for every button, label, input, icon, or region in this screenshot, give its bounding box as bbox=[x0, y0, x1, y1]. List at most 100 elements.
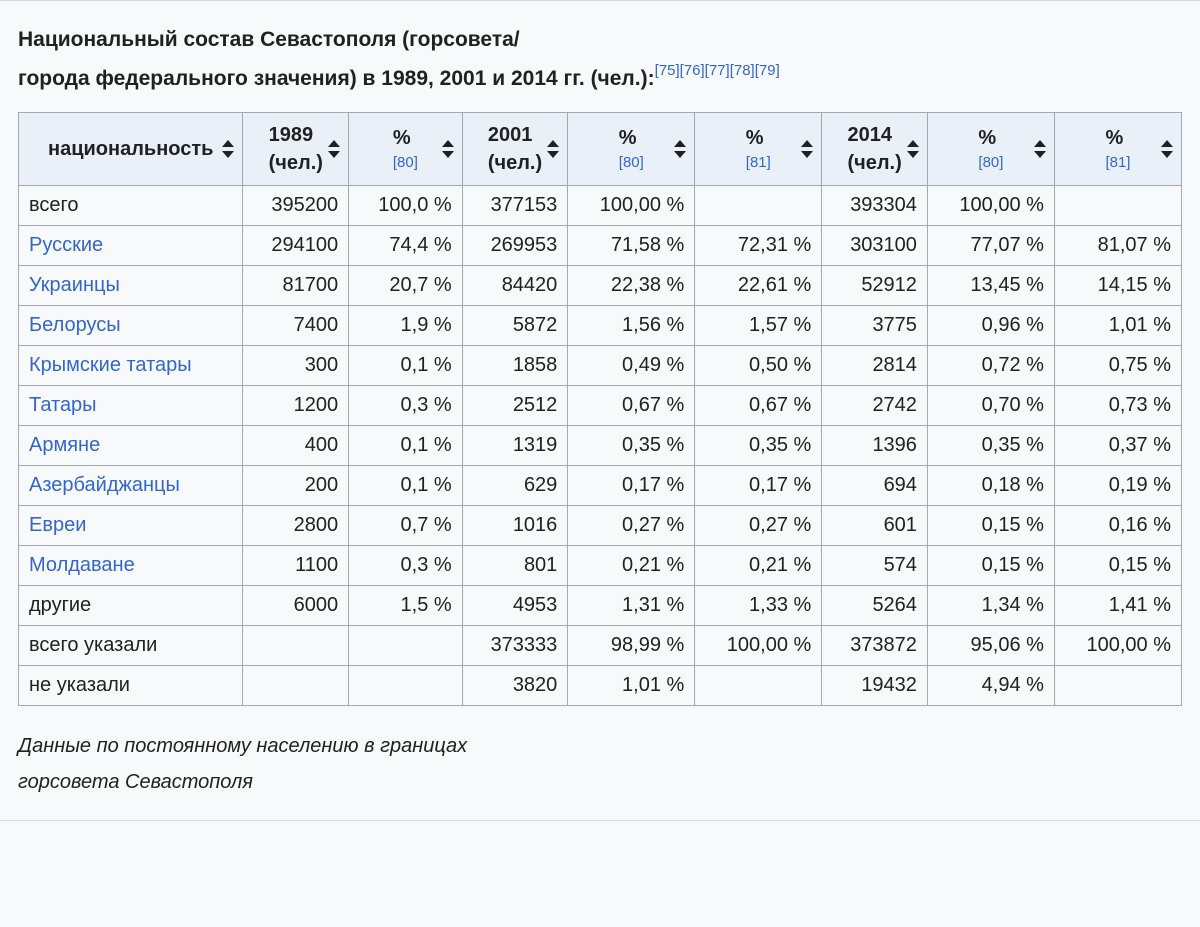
table-row: другие60001,5 %49531,31 %1,33 %52641,34 … bbox=[19, 585, 1182, 625]
value-cell: 0,15 % bbox=[927, 545, 1054, 585]
citation-ref[interactable]: [80] bbox=[978, 154, 1003, 171]
footnote-line-1: Данные по постоянному населению в границ… bbox=[18, 728, 1182, 764]
value-cell: 601 bbox=[822, 505, 928, 545]
citation-ref[interactable]: [79] bbox=[755, 62, 780, 79]
citation-ref[interactable]: [81] bbox=[746, 154, 771, 171]
table-row: всего395200100,0 %377153100,00 %39330410… bbox=[19, 185, 1182, 225]
value-cell: 0,72 % bbox=[927, 345, 1054, 385]
citation-ref[interactable]: [76] bbox=[680, 62, 705, 79]
caption-refs: [75][76][77][78][79] bbox=[655, 62, 780, 79]
value-cell: 84420 bbox=[462, 265, 568, 305]
value-cell: 100,00 % bbox=[568, 185, 695, 225]
citation-ref[interactable]: [77] bbox=[705, 62, 730, 79]
value-cell bbox=[1054, 185, 1181, 225]
citation-ref[interactable]: [80] bbox=[393, 154, 418, 171]
value-cell: 100,00 % bbox=[1054, 625, 1181, 665]
value-cell: 0,16 % bbox=[1054, 505, 1181, 545]
value-cell: 4,94 % bbox=[927, 665, 1054, 705]
column-header[interactable]: национальность bbox=[19, 112, 243, 185]
nationality-cell: Татары bbox=[19, 385, 243, 425]
column-header[interactable]: % [80] bbox=[568, 112, 695, 185]
value-cell bbox=[243, 625, 349, 665]
nationality-link[interactable]: Молдаване bbox=[29, 554, 135, 576]
value-cell: 269953 bbox=[462, 225, 568, 265]
value-cell: 1,34 % bbox=[927, 585, 1054, 625]
value-cell: 1200 bbox=[243, 385, 349, 425]
nationality-link[interactable]: Белорусы bbox=[29, 314, 121, 336]
value-cell: 303100 bbox=[822, 225, 928, 265]
column-header[interactable]: 2014(чел.) bbox=[822, 112, 928, 185]
value-cell: 7400 bbox=[243, 305, 349, 345]
value-cell bbox=[349, 625, 463, 665]
nationality-link[interactable]: Армяне bbox=[29, 434, 100, 456]
header-sublabel: (чел.) bbox=[488, 149, 542, 177]
value-cell bbox=[349, 665, 463, 705]
nationality-label: другие bbox=[29, 594, 91, 616]
nationality-cell: Азербайджанцы bbox=[19, 465, 243, 505]
nationality-link[interactable]: Азербайджанцы bbox=[29, 474, 180, 496]
header-sublabel: (чел.) bbox=[847, 149, 901, 177]
citation-ref[interactable]: [80] bbox=[619, 154, 644, 171]
value-cell bbox=[1054, 665, 1181, 705]
nationality-link[interactable]: Украинцы bbox=[29, 274, 120, 296]
value-cell: 1100 bbox=[243, 545, 349, 585]
sort-icon bbox=[328, 140, 340, 158]
nationality-cell: Евреи bbox=[19, 505, 243, 545]
column-header[interactable]: %[80] bbox=[927, 112, 1054, 185]
nationality-link[interactable]: Русские bbox=[29, 234, 103, 256]
value-cell: 77,07 % bbox=[927, 225, 1054, 265]
nationality-cell: всего указали bbox=[19, 625, 243, 665]
column-header[interactable]: % [81] bbox=[1054, 112, 1181, 185]
value-cell: 0,1 % bbox=[349, 425, 463, 465]
column-header[interactable]: %[81] bbox=[695, 112, 822, 185]
value-cell: 0,35 % bbox=[927, 425, 1054, 465]
header-label: % bbox=[1105, 127, 1123, 149]
nationality-cell: Крымские татары bbox=[19, 345, 243, 385]
nationality-label: всего указали bbox=[29, 634, 157, 656]
value-cell: 0,21 % bbox=[695, 545, 822, 585]
header-label: % bbox=[619, 127, 637, 149]
nationality-cell: Армяне bbox=[19, 425, 243, 465]
value-cell: 13,45 % bbox=[927, 265, 1054, 305]
column-header[interactable]: %[80] bbox=[349, 112, 463, 185]
value-cell: 0,67 % bbox=[695, 385, 822, 425]
sort-icon bbox=[1034, 140, 1046, 158]
value-cell: 14,15 % bbox=[1054, 265, 1181, 305]
nationality-cell: Молдаване bbox=[19, 545, 243, 585]
value-cell: 0,15 % bbox=[1054, 545, 1181, 585]
column-header[interactable]: 1989(чел.) bbox=[243, 112, 349, 185]
nationality-cell: не указали bbox=[19, 665, 243, 705]
value-cell: 81700 bbox=[243, 265, 349, 305]
nationality-link[interactable]: Татары bbox=[29, 394, 97, 416]
table-row: Белорусы74001,9 %58721,56 %1,57 %37750,9… bbox=[19, 305, 1182, 345]
nationality-cell: другие bbox=[19, 585, 243, 625]
value-cell: 1,31 % bbox=[568, 585, 695, 625]
value-cell: 0,35 % bbox=[568, 425, 695, 465]
value-cell: 0,21 % bbox=[568, 545, 695, 585]
column-header[interactable]: 2001(чел.) bbox=[462, 112, 568, 185]
value-cell: 22,38 % bbox=[568, 265, 695, 305]
value-cell: 3775 bbox=[822, 305, 928, 345]
citation-ref[interactable]: [75] bbox=[655, 62, 680, 79]
value-cell: 81,07 % bbox=[1054, 225, 1181, 265]
table-row: Евреи28000,7 %10160,27 %0,27 %6010,15 %0… bbox=[19, 505, 1182, 545]
citation-ref[interactable]: [78] bbox=[730, 62, 755, 79]
value-cell: 0,7 % bbox=[349, 505, 463, 545]
value-cell: 1,33 % bbox=[695, 585, 822, 625]
nationality-cell: Белорусы bbox=[19, 305, 243, 345]
value-cell: 74,4 % bbox=[349, 225, 463, 265]
value-cell: 0,96 % bbox=[927, 305, 1054, 345]
value-cell: 100,0 % bbox=[349, 185, 463, 225]
value-cell: 0,17 % bbox=[695, 465, 822, 505]
value-cell: 2814 bbox=[822, 345, 928, 385]
nationality-link[interactable]: Крымские татары bbox=[29, 354, 192, 376]
citation-ref[interactable]: [81] bbox=[1105, 154, 1130, 171]
value-cell: 0,73 % bbox=[1054, 385, 1181, 425]
sort-icon bbox=[907, 140, 919, 158]
nationality-link[interactable]: Евреи bbox=[29, 514, 86, 536]
nationality-cell: Украинцы bbox=[19, 265, 243, 305]
table-head: национальность1989(чел.)% [80] 2001(чел.)%… bbox=[19, 112, 1182, 185]
value-cell: 0,75 % bbox=[1054, 345, 1181, 385]
nationality-cell: всего bbox=[19, 185, 243, 225]
table-row: не указали38201,01 %194324,94 % bbox=[19, 665, 1182, 705]
